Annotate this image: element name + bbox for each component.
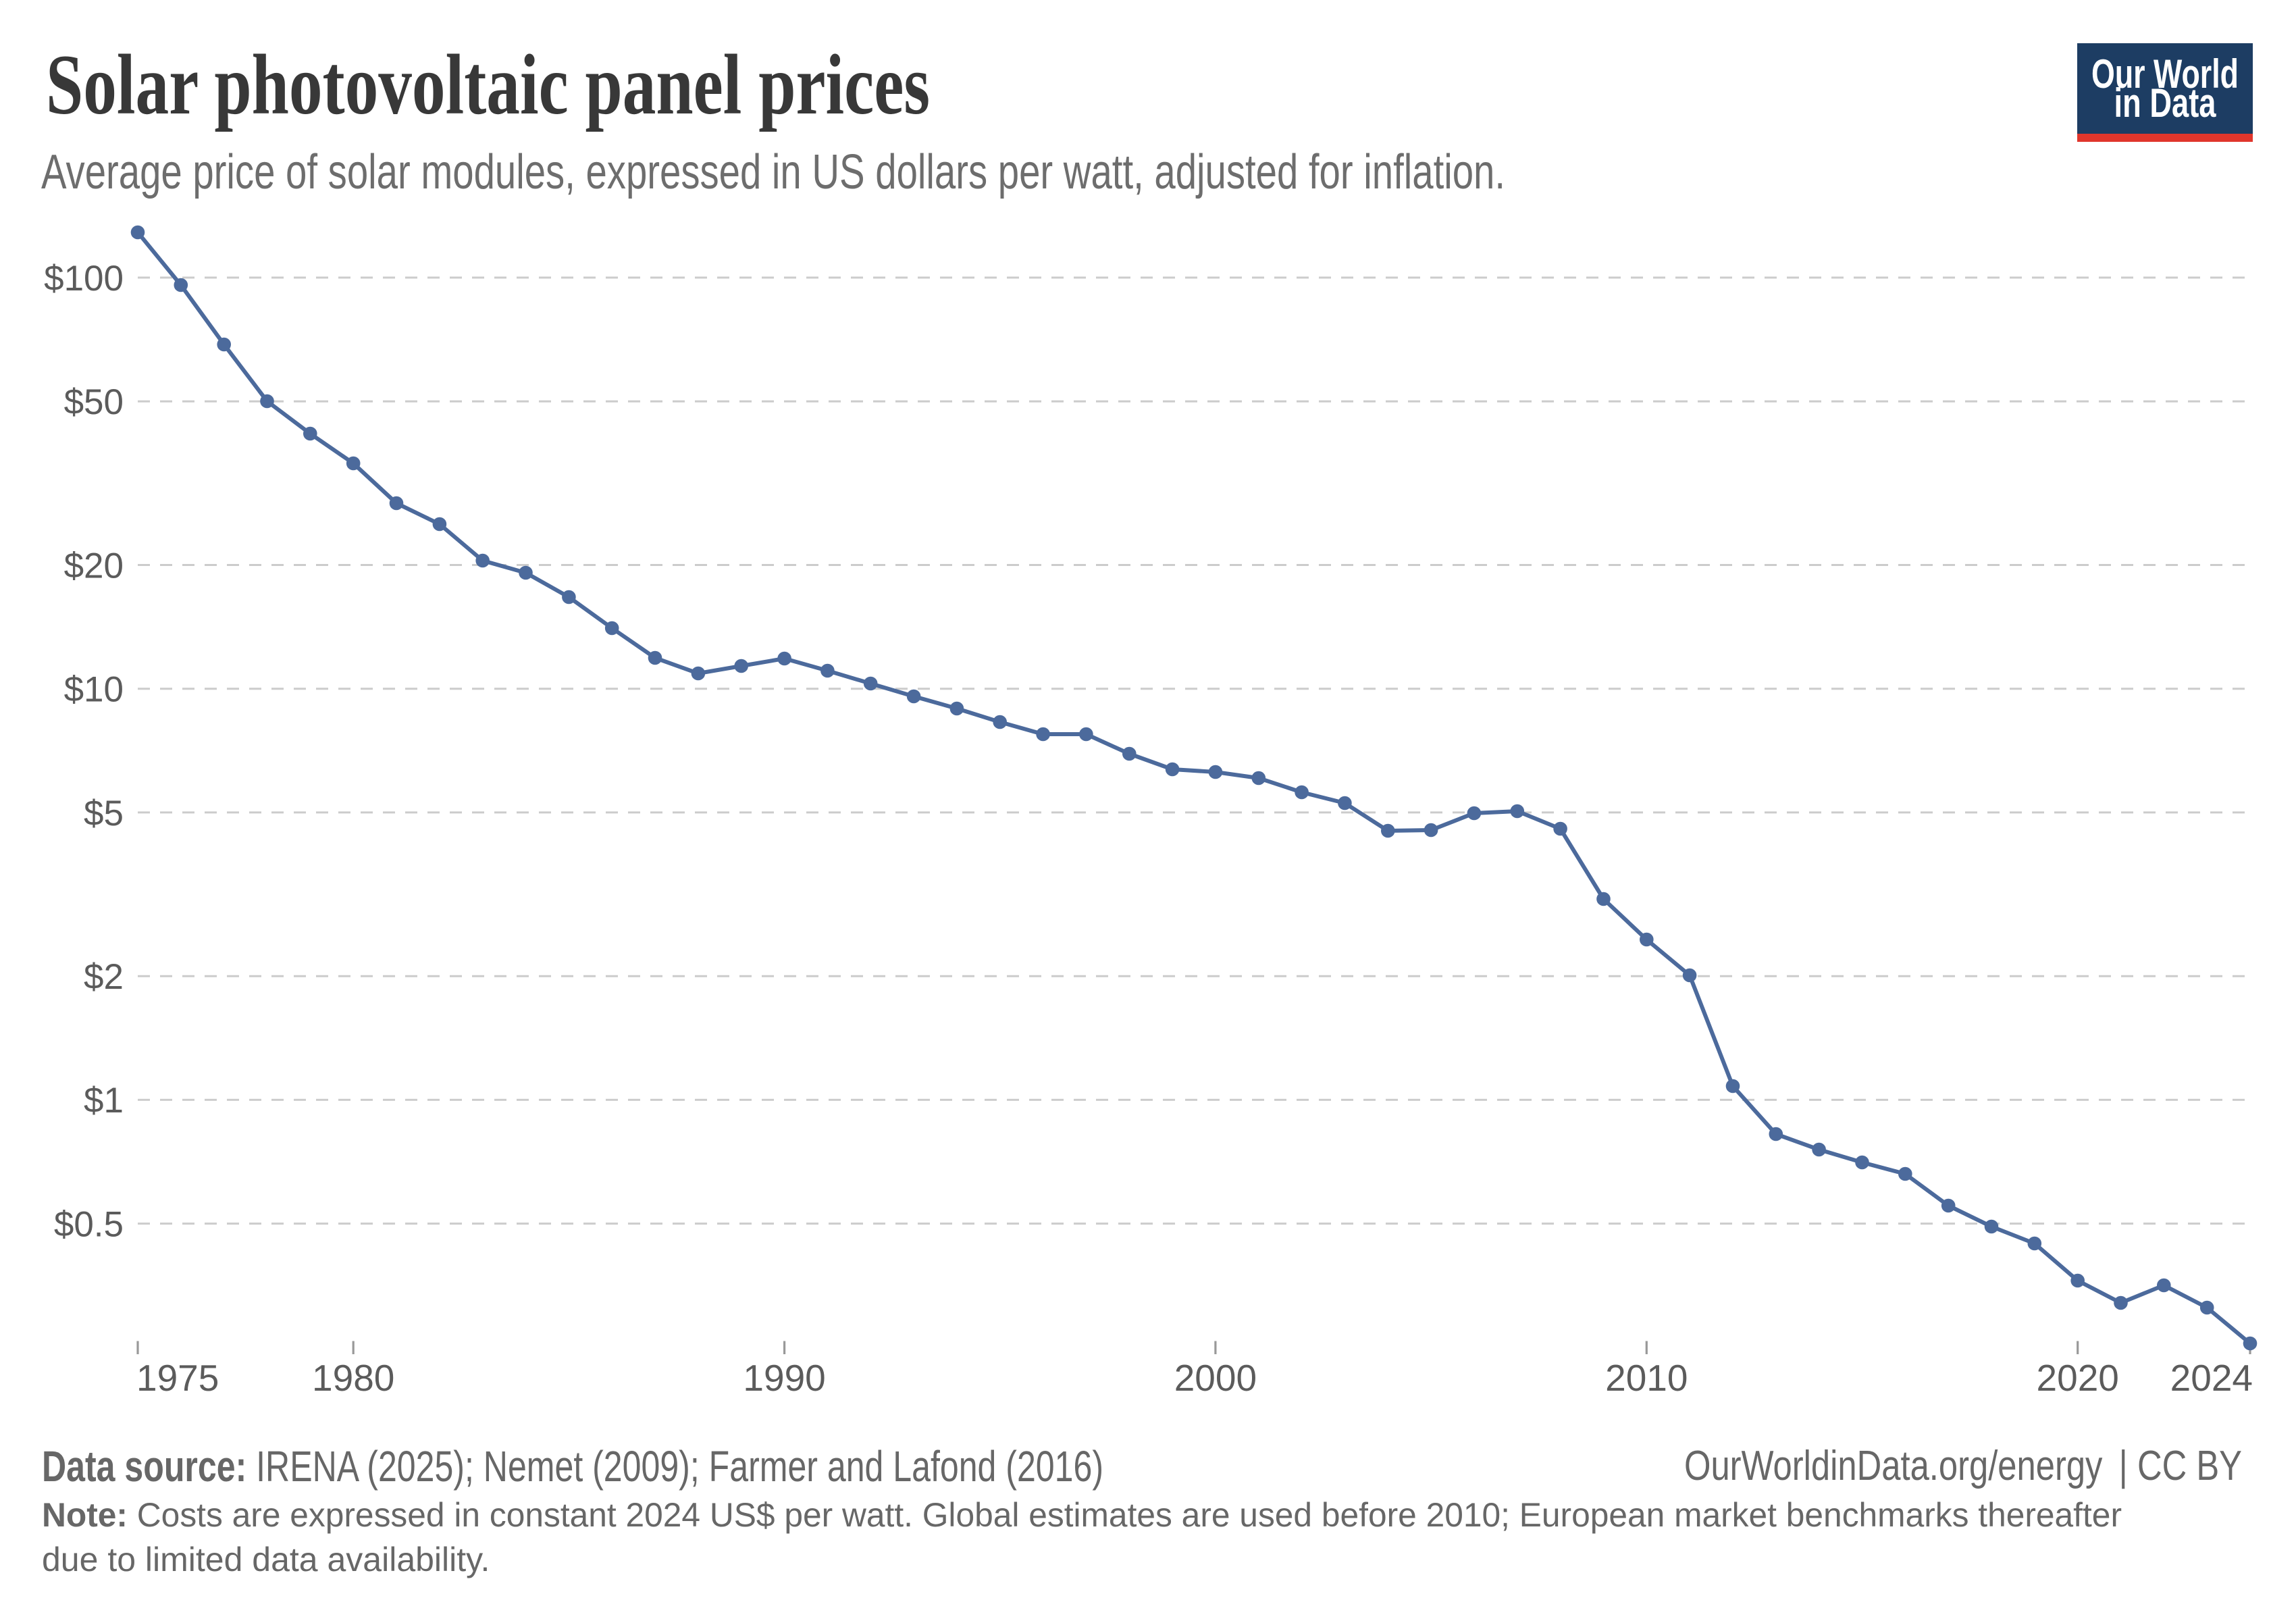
svg-text:Our World: Our World — [2091, 51, 2239, 97]
svg-text:$1: $1 — [84, 1081, 124, 1121]
svg-text:OurWorldinData.org/energy | C: OurWorldinData.org/energy | CC BY — [1684, 1443, 2242, 1489]
svg-text:1990: 1990 — [743, 1357, 825, 1399]
svg-text:$0.5: $0.5 — [54, 1205, 124, 1245]
svg-text:$2: $2 — [84, 957, 124, 997]
svg-text:1975: 1975 — [136, 1357, 219, 1399]
svg-text:$20: $20 — [64, 546, 124, 586]
svg-text:2020: 2020 — [2037, 1357, 2119, 1399]
svg-text:Average price of solar modules: Average price of solar modules, expresse… — [41, 145, 1505, 199]
svg-text:$10: $10 — [64, 670, 124, 710]
svg-text:1980: 1980 — [312, 1357, 394, 1399]
svg-text:Note: Costs are expressed in c: Note: Costs are expressed in constant 20… — [42, 1496, 2122, 1534]
svg-text:Solar photovoltaic panel price: Solar photovoltaic panel prices — [46, 38, 930, 132]
svg-text:2010: 2010 — [1605, 1357, 1688, 1399]
svg-text:$100: $100 — [44, 259, 124, 299]
svg-text:due to limited data availabili: due to limited data availability. — [42, 1541, 490, 1578]
svg-text:in Data: in Data — [2114, 80, 2216, 126]
svg-text:$5: $5 — [84, 794, 124, 833]
svg-text:$50: $50 — [64, 382, 124, 422]
svg-text:2024: 2024 — [2170, 1357, 2253, 1399]
svg-text:Data source: IRENA (2025); Nem: Data source: IRENA (2025); Nemet (2009);… — [42, 1442, 1103, 1491]
svg-text:2000: 2000 — [1174, 1357, 1257, 1399]
